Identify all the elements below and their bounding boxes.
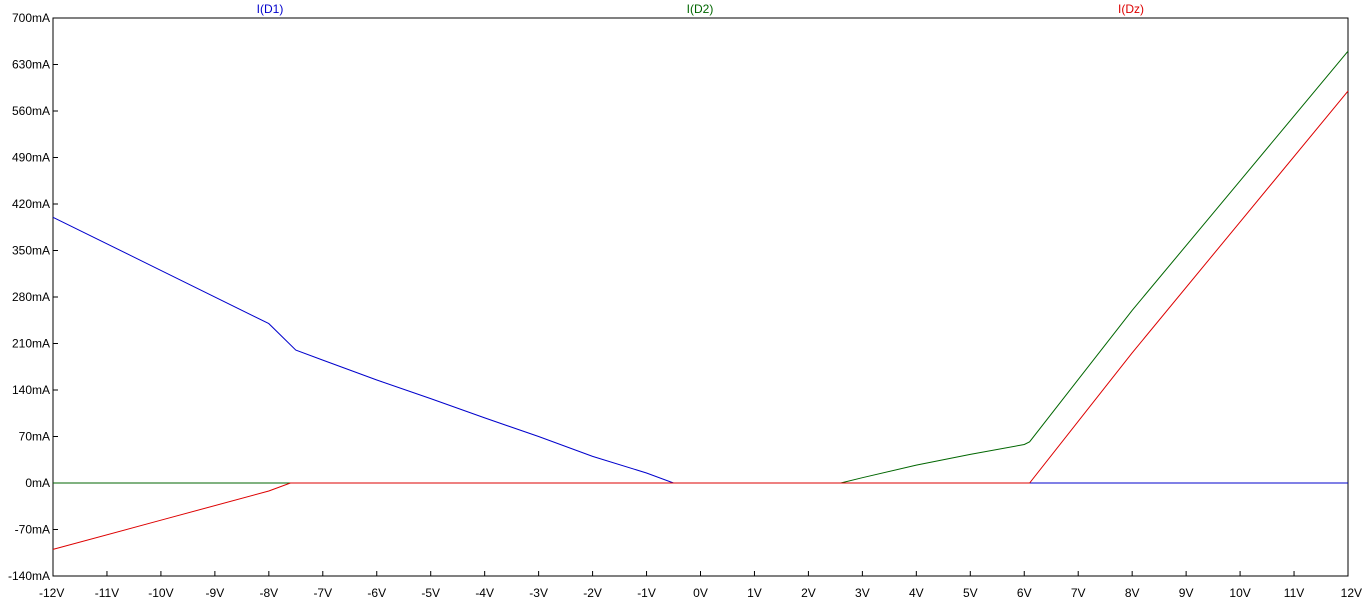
y-tick-label: 140mA bbox=[12, 383, 50, 397]
x-tick-label: 0V bbox=[693, 586, 708, 600]
y-tick-label: 490mA bbox=[12, 151, 50, 165]
plot-frame bbox=[52, 17, 1349, 577]
series-line-d1 bbox=[52, 216, 1348, 484]
legend-label-d2: I(D2) bbox=[687, 2, 714, 16]
x-tick-label: -8V bbox=[259, 586, 278, 600]
x-tick-label: 4V bbox=[909, 586, 924, 600]
x-tick-label: -6V bbox=[367, 586, 386, 600]
x-tick-label: 10V bbox=[1229, 586, 1250, 600]
x-tick-label: -9V bbox=[206, 586, 225, 600]
series bbox=[52, 50, 1349, 550]
y-tick-label: 70mA bbox=[19, 430, 50, 444]
series-line-dz bbox=[52, 90, 1349, 550]
x-tick-label: -1V bbox=[637, 586, 656, 600]
axes: 700mA 630mA 560mA 490mA 420mA 350mA 280mA 210mA… bbox=[8, 11, 1362, 600]
y-tick-label: 210mA bbox=[12, 337, 50, 351]
y-tick-label: 280mA bbox=[12, 290, 50, 304]
x-tick-label: -11V bbox=[95, 586, 119, 600]
series-line-d2 bbox=[53, 50, 1349, 484]
x-tick-label: 9V bbox=[1179, 586, 1194, 600]
y-tick-label: 420mA bbox=[12, 197, 50, 211]
x-tick-label: 2V bbox=[801, 586, 816, 600]
x-tick-label: -3V bbox=[529, 586, 548, 600]
y-tick-label: 700mA bbox=[12, 11, 50, 25]
y-tick-label: 560mA bbox=[12, 104, 50, 118]
x-tick-label: 3V bbox=[855, 586, 870, 600]
x-tick-label: -2V bbox=[583, 586, 602, 600]
y-tick-label: 630mA bbox=[12, 58, 50, 72]
legend-label-d1: I(D1) bbox=[257, 2, 284, 16]
y-tick-label: 350mA bbox=[12, 244, 50, 258]
y-tick-label: -140mA bbox=[8, 569, 50, 583]
legend: I(D1) I(D2) I(Dz) bbox=[257, 2, 1144, 16]
y-tick-label: -70mA bbox=[15, 523, 50, 537]
x-tick-label: -7V bbox=[313, 586, 332, 600]
x-tick-label: 12V bbox=[1341, 586, 1362, 600]
x-tick-label: -10V bbox=[148, 586, 173, 600]
legend-label-dz: I(Dz) bbox=[1118, 2, 1144, 16]
x-tick-label: -4V bbox=[475, 586, 494, 600]
x-tick-label: -5V bbox=[421, 586, 440, 600]
x-tick-label: 11V bbox=[1284, 586, 1304, 600]
x-tick-label: 1V bbox=[747, 586, 762, 600]
x-tick-label: 8V bbox=[1125, 586, 1140, 600]
x-tick-label: 5V bbox=[963, 586, 978, 600]
x-tick-label: -12V bbox=[39, 586, 64, 600]
x-tick-label: 6V bbox=[1017, 586, 1032, 600]
y-tick-label: 0mA bbox=[25, 476, 50, 490]
x-tick-label: 7V bbox=[1071, 586, 1086, 600]
